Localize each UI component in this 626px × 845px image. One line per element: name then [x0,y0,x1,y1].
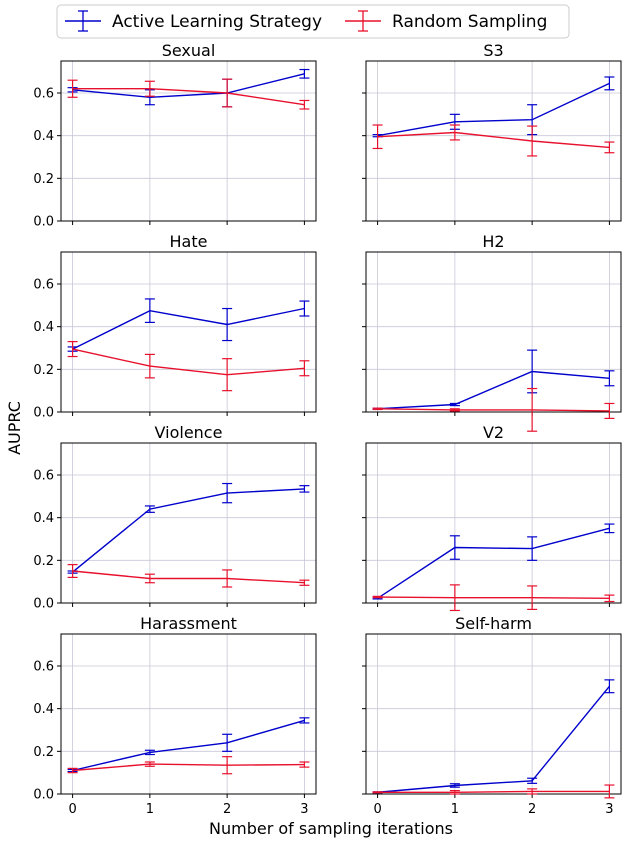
grid [61,61,316,222]
series-active-learning [372,76,615,138]
y-tick-label: 0.6 [33,278,54,293]
panel-title: V2 [483,423,504,442]
series-random-sampling [372,387,615,432]
panel-self-harm: Self-harm 0 1 2 3 [362,614,622,817]
series-random-sampling [67,341,310,392]
legend-label: Random Sampling [392,12,547,32]
x-tick-label: 0 [68,802,76,817]
panel-title: Sexual [162,41,216,60]
panel-h2: H2 [362,232,622,432]
x-tick-label: 3 [300,802,308,817]
series-line [72,348,305,376]
y-tick-label: 0.6 [33,87,54,102]
legend-frame [56,4,570,39]
y-tick-label: 0.0 [33,215,54,230]
series-line [72,307,305,350]
series-line [377,527,610,599]
grid [366,443,621,604]
y-tick-label: 0.6 [33,660,54,675]
panel-hate: Hate 0.0 0.2 0.4 0.6 [33,232,317,421]
panel-title: Violence [155,423,223,442]
legend-label: Active Learning Strategy [112,12,322,32]
panel-violence: Violence 0.0 0.2 0.4 0.6 [33,423,317,612]
panel-frame [60,442,317,604]
series-active-learning [372,523,615,600]
y-tick-label: 0.6 [33,469,54,484]
panel-frame [365,251,622,413]
panel-frame [365,442,622,604]
series-line [72,570,305,584]
x-tick-label: 2 [223,802,231,817]
legend-item-active-learning: Active Learning Strategy [65,10,322,32]
series-random-sampling [67,563,310,588]
series-line [72,488,305,573]
grid [366,634,621,795]
series-line [377,82,610,137]
panel-title: Harassment [140,614,237,633]
series-line [377,685,610,793]
panel-frame [60,633,317,795]
panel-title: S3 [483,41,503,60]
panel-frame [365,633,622,795]
y-tick-label: 0.0 [33,406,54,421]
series-random-sampling [67,78,310,110]
series-random-sampling [372,784,615,799]
panel-v2: V2 [362,423,622,612]
x-tick-label: 0 [373,802,381,817]
grid [61,252,316,413]
series-active-learning [67,717,310,773]
series-line [377,131,610,149]
grid [61,634,316,795]
series-line [377,596,610,599]
y-tick-label: 0.2 [33,363,54,378]
panel-frame [365,60,622,222]
series-random-sampling [67,756,310,775]
series-random-sampling [372,124,615,157]
y-tick-label: 0.4 [33,129,54,144]
y-tick-label: 0.2 [33,745,54,760]
legend: Active Learning Strategy Random Sampling [56,4,570,39]
x-tick-label: 3 [605,802,613,817]
panel-frame [60,251,317,413]
series-line [72,87,305,106]
panel-frame [60,60,317,222]
series-active-learning [67,482,310,574]
series-active-learning [372,349,615,411]
y-axis-label: AUPRC [5,401,24,455]
y-tick-label: 0.2 [33,172,54,187]
series-line [377,370,610,410]
legend-item-random-sampling: Random Sampling [345,10,547,32]
y-tick-label: 0.4 [33,511,54,526]
x-axis-label: Number of sampling iterations [209,819,453,838]
series-active-learning [67,298,310,352]
panel-harassment: Harassment 0.0 0.2 0.4 0.6 0 1 2 3 [33,614,317,817]
panel-title: Self-harm [455,614,532,633]
panel-title: H2 [482,232,504,251]
series-line [72,719,305,772]
x-tick-label: 1 [451,802,459,817]
series-active-learning [372,679,615,794]
series-random-sampling [372,584,615,612]
x-tick-label: 2 [528,802,536,817]
series-line [72,763,305,772]
x-tick-label: 1 [146,802,154,817]
series-line [72,73,305,99]
grid [366,61,621,222]
y-tick-label: 0.4 [33,320,54,335]
subplot-grid: Sexual 0.0 0.2 0.4 0.6 S3 Hate 0.0 0.2 0.4 0.6 H2 Vi… [33,41,622,817]
panel-s3: S3 [362,41,622,225]
panel-title: Hate [170,232,208,251]
series-line [377,790,610,793]
y-tick-label: 0.0 [33,597,54,612]
series-line [377,408,610,412]
y-tick-label: 0.2 [33,554,54,569]
panel-sexual: Sexual 0.0 0.2 0.4 0.6 [33,41,317,230]
y-tick-label: 0.0 [33,788,54,803]
y-tick-label: 0.4 [33,702,54,717]
